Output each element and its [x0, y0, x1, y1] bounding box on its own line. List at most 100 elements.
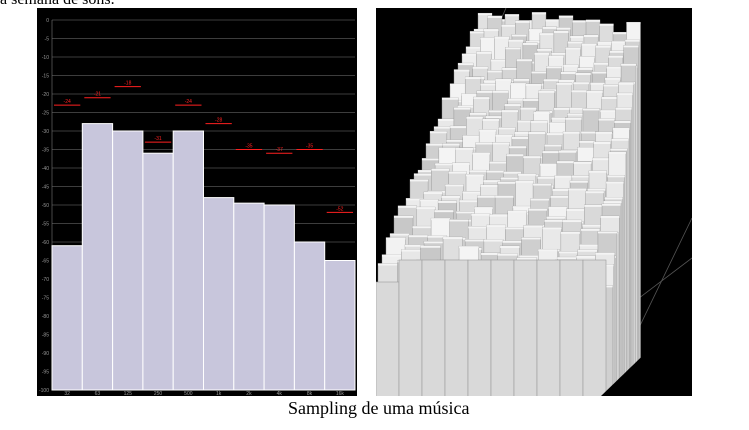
- spectrogram-block-top: [604, 197, 623, 200]
- bar: [203, 197, 235, 391]
- spectrogram-block-top: [386, 237, 406, 240]
- spectrogram-block-top: [480, 37, 495, 40]
- spectrogram-front-column: [398, 259, 423, 396]
- peak-label: -35: [306, 144, 313, 150]
- spectrogram-block-top: [515, 180, 534, 183]
- spectrogram-block-top: [500, 246, 520, 249]
- spectrogram-block-top: [597, 41, 612, 44]
- spectrogram-block-top: [523, 156, 541, 159]
- spectrogram-block-top: [523, 98, 540, 101]
- bar: [293, 241, 326, 391]
- spectrogram-block-top: [471, 213, 490, 216]
- spectrogram-block-top: [521, 237, 541, 240]
- spectrogram-block-top: [602, 203, 621, 206]
- spectrogram-block-top: [577, 67, 593, 70]
- spectrogram-block-top: [556, 82, 572, 85]
- spectrogram-block-top: [567, 41, 583, 44]
- spectrogram-block-top: [539, 33, 555, 36]
- spectrogram-block-top: [543, 79, 560, 82]
- spectrogram-block-top: [502, 240, 522, 243]
- y-tick-label: -70: [42, 277, 49, 283]
- spectrogram-block-top: [554, 175, 573, 178]
- spectrogram-block-top: [528, 131, 546, 134]
- figure-caption: Sampling de uma música: [288, 398, 470, 418]
- spectrogram-block-top: [382, 254, 402, 257]
- spectrogram-block-top: [551, 52, 567, 55]
- spectrogram-block-top: [525, 41, 541, 44]
- spectrogram-block-top: [483, 180, 502, 183]
- spectrogram-block-top: [466, 116, 483, 119]
- spectrogram-block-top: [575, 72, 591, 75]
- spectrogram-block-top: [595, 131, 613, 134]
- spectrogram-block-top: [441, 195, 460, 198]
- spectrogram-block-top: [420, 199, 439, 202]
- x-tick-label: 16k: [336, 391, 345, 396]
- spectrogram-block-top: [410, 179, 429, 182]
- spectrogram-block-top: [477, 195, 496, 198]
- spectrogram-block-top: [593, 141, 611, 144]
- spectrogram-block-top: [572, 20, 587, 23]
- spectrogram-block-top: [461, 93, 478, 96]
- spectrogram-block-top: [455, 147, 474, 150]
- spectrogram-block-top: [505, 227, 525, 230]
- spectrogram-block-top: [609, 50, 625, 53]
- spectrogram-block-top: [422, 158, 440, 161]
- bar: [142, 152, 174, 391]
- spectrogram-block-top: [452, 162, 470, 165]
- peak-label: -24: [185, 99, 192, 105]
- spectrogram-block-top: [466, 46, 481, 49]
- spectrogram-block-top: [458, 63, 474, 66]
- spectrogram-block-top: [434, 126, 451, 129]
- spectrogram-block-top: [613, 32, 627, 35]
- spectrogram-block-top: [511, 136, 529, 139]
- spectrogram-block-top: [571, 175, 590, 178]
- spectrogram-block-top: [492, 90, 509, 93]
- spectrogram-front-column: [490, 259, 515, 396]
- spectrogram-block-top: [465, 239, 485, 242]
- spectrogram-block-top: [472, 66, 488, 69]
- x-tick-label: 32: [64, 391, 70, 396]
- spectrogram-block-top: [548, 55, 564, 58]
- spectrogram-block-top: [438, 118, 455, 121]
- spectrogram-block-top: [516, 59, 532, 62]
- spectrogram-block-top: [532, 12, 546, 15]
- peak-label: -52: [336, 206, 343, 212]
- spectrogram-block-top: [498, 127, 516, 130]
- spectrogram-front-column: [536, 259, 561, 396]
- spectrogram-block-top: [495, 195, 514, 198]
- spectrogram-block-top: [489, 161, 507, 164]
- spectrogram-block-top: [606, 66, 622, 69]
- spectrogram-block-top: [608, 55, 623, 58]
- spectrogram-block-top: [600, 110, 617, 113]
- spectrogram-block-top: [582, 224, 602, 227]
- spectrogram-block-top: [390, 233, 410, 236]
- spectrogram-block-top: [592, 71, 608, 74]
- y-tick-label: -15: [42, 74, 49, 80]
- spectrogram-block-top: [412, 226, 432, 229]
- y-tick-label: -55: [42, 222, 49, 228]
- spectrogram-block-top: [483, 29, 499, 32]
- spectrogram-block-top: [528, 29, 544, 32]
- spectrogram-block-top: [546, 66, 562, 69]
- spectrogram-block-top: [563, 64, 579, 67]
- spectrogram-block-top: [571, 90, 588, 93]
- spectrogram-block-top: [506, 154, 524, 157]
- spectrogram-block-top: [568, 188, 587, 191]
- bar-chart-svg: 0 -5 -10 -15 -20 -25 -30 -35 -40 -45 -50 -55 -60 -65 -…: [39, 18, 356, 397]
- spectrogram-block-top: [434, 210, 454, 213]
- spectrogram-block-top: [507, 98, 524, 101]
- spectrogram-block-top: [501, 24, 516, 27]
- spectrogram-block-top: [579, 56, 595, 59]
- spectrogram-block-top: [607, 175, 625, 178]
- spectrogram-block-top: [606, 181, 624, 184]
- spectrogram-block-top: [577, 249, 598, 252]
- spectrogram-block-top: [418, 170, 436, 173]
- y-tick-label: -35: [42, 148, 49, 154]
- spectrogram-block-top: [573, 82, 589, 85]
- spectrogram-block-top: [486, 225, 506, 228]
- spectrogram-block-top: [545, 19, 560, 22]
- y-tick-label: -65: [42, 259, 49, 265]
- spectrogram-block-top: [621, 63, 637, 66]
- spectrogram-block-top: [406, 198, 425, 201]
- spectrogram-block-top: [626, 22, 641, 25]
